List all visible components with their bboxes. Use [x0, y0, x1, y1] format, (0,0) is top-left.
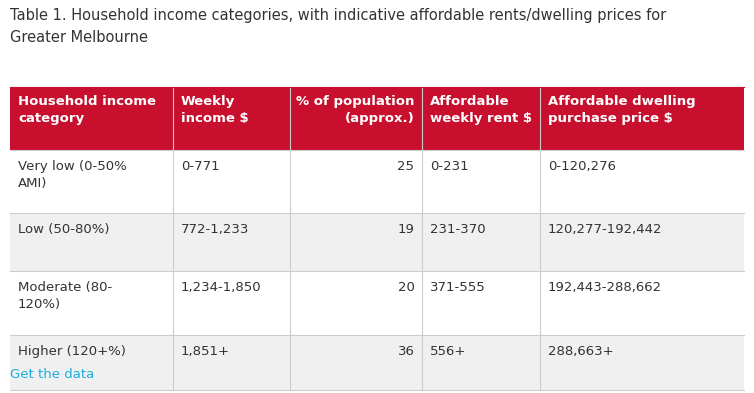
Text: 288,663+: 288,663+ — [547, 345, 613, 358]
Text: Weekly
income $: Weekly income $ — [181, 95, 248, 125]
Text: % of population
(approx.): % of population (approx.) — [296, 95, 415, 125]
Text: 231-370: 231-370 — [431, 223, 486, 236]
Text: Very low (0-50%
AMI): Very low (0-50% AMI) — [18, 160, 127, 190]
Text: 19: 19 — [397, 223, 415, 236]
Text: Table 1. Household income categories, with indicative affordable rents/dwelling : Table 1. Household income categories, wi… — [10, 8, 667, 23]
Text: 25: 25 — [397, 160, 415, 173]
Text: Affordable dwelling
purchase price $: Affordable dwelling purchase price $ — [547, 95, 695, 125]
Text: Low (50-80%): Low (50-80%) — [18, 223, 109, 236]
Text: 20: 20 — [397, 281, 415, 294]
Text: 120,277-192,442: 120,277-192,442 — [547, 223, 662, 236]
Text: Higher (120+%): Higher (120+%) — [18, 345, 126, 358]
Text: 36: 36 — [397, 345, 415, 358]
Text: Moderate (80-
120%): Moderate (80- 120%) — [18, 281, 112, 311]
Text: 772-1,233: 772-1,233 — [181, 223, 249, 236]
Text: 0-120,276: 0-120,276 — [547, 160, 616, 173]
Text: 371-555: 371-555 — [431, 281, 486, 294]
Text: Get the data: Get the data — [10, 368, 94, 381]
Text: 192,443-288,662: 192,443-288,662 — [547, 281, 662, 294]
Text: 0-231: 0-231 — [431, 160, 469, 173]
Text: 1,851+: 1,851+ — [181, 345, 230, 358]
Text: 0-771: 0-771 — [181, 160, 219, 173]
Text: Greater Melbourne: Greater Melbourne — [10, 30, 148, 45]
Text: 1,234-1,850: 1,234-1,850 — [181, 281, 262, 294]
Text: Household income
category: Household income category — [18, 95, 156, 125]
Text: 556+: 556+ — [431, 345, 467, 358]
Text: Affordable
weekly rent $: Affordable weekly rent $ — [431, 95, 532, 125]
